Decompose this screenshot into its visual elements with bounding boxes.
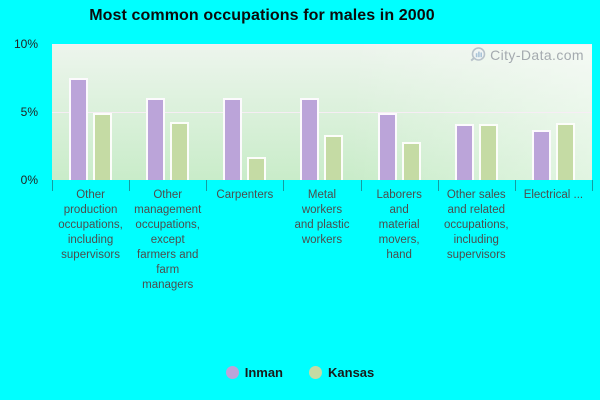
gridline-10pct [52,44,592,45]
bar-inman [146,98,166,180]
bar-kansas [247,156,267,180]
bar-kansas [555,122,575,180]
chart-title: Most common occupations for males in 200… [89,7,435,24]
legend-label: Inman [244,365,284,380]
bar-kansas [170,121,190,180]
bar-kansas [93,113,113,180]
x-tick [437,180,439,191]
bar-group [283,44,360,180]
bar-group [52,44,129,180]
x-tick [360,180,362,191]
category-label: Metal workers and plastic workers [294,189,350,246]
bar-kansas [401,141,421,180]
category-label: Other management occupations, except far… [134,189,202,291]
x-tick [206,180,208,191]
legend-dot [309,366,323,379]
bar-inman [223,98,243,180]
bar-kansas [478,124,498,180]
x-tick [52,180,53,191]
category-label: Other sales and related occupations, inc… [443,189,509,261]
category-label: Laborers and material movers, hand [376,189,422,261]
bar-group [129,44,206,180]
category-label: Other production occupations, including … [58,189,123,261]
bar-inman [300,98,320,180]
bar-group [206,44,283,180]
y-axis-label: 10% [13,37,38,51]
legend-dot [225,366,239,379]
legend-item-kansas: Kansas [309,365,374,380]
bar-inman [69,78,89,180]
category-labels: Other production occupations, including … [52,188,592,293]
y-axis-label: 0% [20,173,38,187]
x-ticks [52,180,593,192]
watermark-text: City-Data.com [490,47,584,63]
category-label: Electrical ... [523,189,584,201]
x-tick [129,180,131,191]
y-axis-label: 5% [20,105,38,119]
category-label: Carpenters [216,189,274,201]
bar-inman [531,129,551,180]
bar-group [361,44,438,180]
bar-group [515,44,592,180]
legend: Inman Kansas [0,365,600,380]
bar-inman [377,113,397,180]
bar-kansas [324,135,344,180]
gridline-5pct [52,112,592,113]
bar-group [438,44,515,180]
legend-item-inman: Inman [225,365,284,380]
bar-inman [454,124,474,180]
x-tick [514,180,516,191]
legend-label: Kansas [328,365,375,380]
plot-area: City-Data.com [52,44,592,180]
x-tick [283,180,285,191]
magnifier-barchart-icon [469,46,487,64]
bar-groups [52,44,592,180]
x-tick [592,180,593,191]
watermark: City-Data.com [469,46,584,64]
